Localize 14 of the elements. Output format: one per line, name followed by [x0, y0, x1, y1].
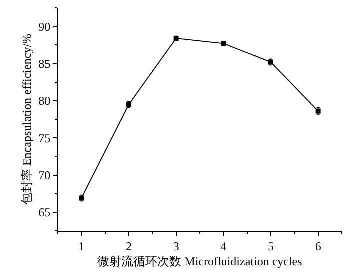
y-tick-label: 70	[38, 168, 51, 182]
x-tick-label: 5	[268, 239, 274, 254]
y-axis-title: 包封率 Encapsulation efficiency/%	[20, 34, 34, 206]
y-tick-label: 75	[38, 131, 51, 146]
x-tick-label: 2	[126, 239, 132, 254]
x-tick-label: 1	[78, 239, 85, 254]
y-tick-label: 90	[38, 20, 51, 34]
x-axis-title: 微射流循环次数 Microfluidization cycles	[98, 254, 303, 268]
y-tick-label: 85	[38, 56, 51, 71]
x-tick-label: 3	[173, 239, 180, 254]
y-tick-label: 80	[38, 94, 51, 108]
x-tick-label: 4	[220, 239, 227, 254]
y-tick-label: 65	[38, 206, 51, 220]
x-tick-label: 6	[315, 239, 322, 254]
